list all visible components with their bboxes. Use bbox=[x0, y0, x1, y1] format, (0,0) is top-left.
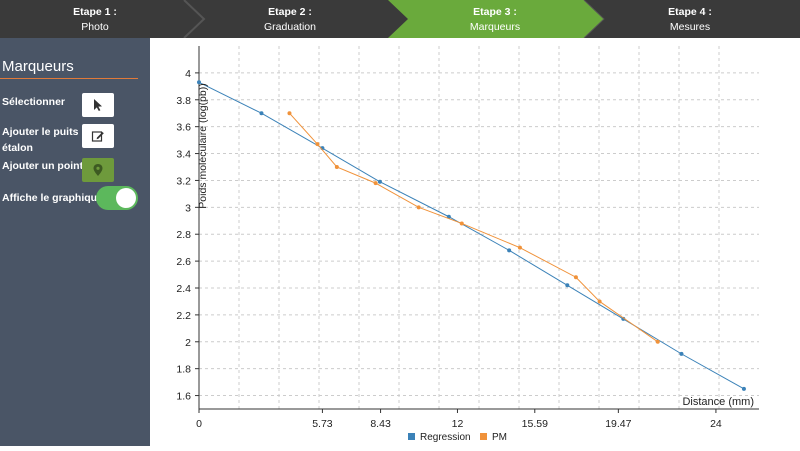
x-tick-label: 19.47 bbox=[605, 418, 631, 430]
data-point-regression bbox=[621, 316, 626, 321]
chart-svg: 1.6 1.8 2 2.2 2.4 2.6 2.8 3 3.2 3.4 3.6 3.8 4 0 5.73 8.… bbox=[176, 46, 759, 443]
step-2[interactable]: Etape 2 : Graduation bbox=[190, 0, 390, 38]
chart-panel: 1.6 1.8 2 2.2 2.4 2.6 2.8 3 3.2 3.4 3.6 3.8 4 0 5.73 8.… bbox=[150, 38, 800, 446]
select-tool-button[interactable] bbox=[82, 93, 114, 117]
data-point-pm bbox=[655, 339, 660, 344]
chart-grid bbox=[198, 46, 759, 409]
y-tick-label: 2.2 bbox=[176, 310, 191, 322]
data-point-pm bbox=[287, 111, 292, 116]
point-tool-label: Ajouter un point bbox=[2, 160, 84, 172]
step-bg-marqueurs bbox=[388, 0, 604, 38]
step-2-label: Graduation bbox=[264, 21, 316, 33]
step-4-number: Etape 4 : bbox=[668, 6, 712, 18]
y-tick-label: 3.6 bbox=[176, 122, 191, 134]
chart-axes: 1.6 1.8 2 2.2 2.4 2.6 2.8 3 3.2 3.4 3.6 3.8 4 0 5.73 8.… bbox=[176, 46, 759, 430]
x-tick-label: 8.43 bbox=[370, 418, 391, 430]
add-point-button[interactable] bbox=[82, 158, 114, 182]
step-1[interactable]: Etape 1 : Photo bbox=[0, 0, 190, 38]
x-tick-label: 12 bbox=[452, 418, 464, 430]
data-point-pm bbox=[373, 181, 378, 186]
y-tick-label: 1.8 bbox=[176, 364, 191, 376]
add-well-button[interactable] bbox=[82, 124, 114, 148]
data-point-pm bbox=[597, 299, 602, 304]
x-tick-label: 5.73 bbox=[312, 418, 333, 430]
legend-swatch-regression bbox=[408, 433, 415, 440]
chart-legend: Regression PM bbox=[408, 432, 507, 443]
y-tick-label: 3.8 bbox=[176, 95, 191, 107]
x-tick-label: 24 bbox=[710, 418, 722, 430]
y-tick-label: 2.8 bbox=[176, 229, 191, 241]
step-1-label: Photo bbox=[81, 21, 109, 33]
well-tool-label: Ajouter le puits étalon bbox=[2, 126, 79, 154]
data-point-pm bbox=[573, 275, 578, 280]
y-tick-label: 3.4 bbox=[176, 149, 191, 161]
data-point-regression bbox=[565, 283, 570, 288]
y-axis-label: Poids moléculaire (log(pb)) bbox=[197, 83, 209, 208]
sidebar-title-rule bbox=[0, 78, 138, 79]
legend-label-pm: PM bbox=[492, 432, 507, 443]
data-point-pm bbox=[416, 205, 421, 210]
y-tick-label: 1.6 bbox=[176, 391, 191, 403]
data-point-pm bbox=[315, 142, 320, 147]
step-1-number: Etape 1 : bbox=[73, 6, 117, 18]
y-tick-label: 3.2 bbox=[176, 175, 191, 187]
series-line-pm bbox=[289, 112, 659, 343]
y-tick-label: 2.6 bbox=[176, 256, 191, 268]
chart-series bbox=[197, 80, 746, 391]
data-point-pm bbox=[459, 221, 464, 226]
step-divider-1 bbox=[183, 0, 206, 38]
data-point-regression bbox=[507, 248, 512, 253]
select-tool-label: Sélectionner bbox=[2, 96, 66, 108]
data-point-pm bbox=[334, 165, 339, 169]
step-3-label: Marqueurs bbox=[469, 21, 521, 33]
y-tick-label: 2 bbox=[185, 337, 191, 349]
step-divider-2 bbox=[583, 0, 605, 38]
step-2-number: Etape 2 : bbox=[268, 6, 312, 18]
cursor-arrow-icon bbox=[94, 99, 102, 111]
x-axis-label: Distance (mm) bbox=[682, 396, 754, 408]
data-point-regression bbox=[377, 179, 382, 184]
x-tick-label: 0 bbox=[196, 418, 202, 430]
map-pin-icon bbox=[93, 164, 103, 176]
sidebar-title: Marqueurs bbox=[2, 58, 74, 75]
y-tick-label: 3 bbox=[185, 202, 191, 214]
step-3[interactable]: Etape 3 : Marqueurs bbox=[395, 0, 595, 38]
legend-swatch-pm bbox=[480, 433, 487, 440]
step-3-number: Etape 3 : bbox=[473, 6, 517, 18]
step-bar: Etape 1 : Photo Etape 2 : Graduation Eta… bbox=[0, 0, 800, 38]
edit-icon bbox=[91, 131, 104, 142]
data-point-regression bbox=[197, 80, 201, 85]
y-tick-label: 2.4 bbox=[176, 283, 191, 295]
step-bar-shapes bbox=[183, 0, 605, 38]
y-tick-label: 4 bbox=[185, 68, 191, 80]
toggle-knob bbox=[116, 188, 136, 208]
toggle-graph-label: Affiche le graphique bbox=[2, 192, 103, 204]
legend-label-regression: Regression bbox=[420, 432, 471, 443]
step-4-label: Mesures bbox=[669, 21, 711, 33]
data-point-regression bbox=[679, 351, 684, 356]
series-line-regression bbox=[198, 81, 745, 390]
data-point-regression bbox=[741, 386, 746, 391]
x-tick-label: 15.59 bbox=[522, 418, 548, 430]
step-4[interactable]: Etape 4 : Mesures bbox=[590, 0, 790, 38]
sidebar: Marqueurs Sélectionner Ajouter le puits … bbox=[0, 38, 150, 446]
data-point-regression bbox=[259, 111, 264, 116]
toggle-graph-switch[interactable] bbox=[96, 186, 138, 210]
data-point-pm bbox=[517, 245, 522, 250]
